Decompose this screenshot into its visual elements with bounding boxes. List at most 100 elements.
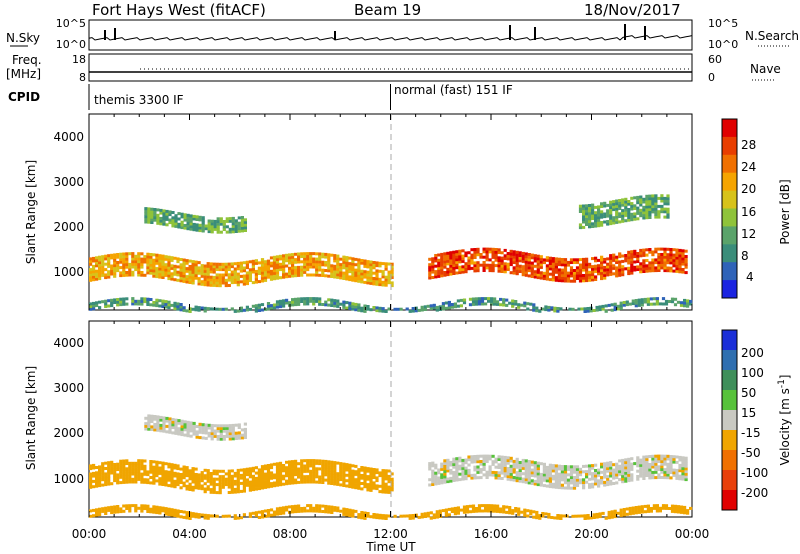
echo-cell xyxy=(251,477,255,481)
echo-cell xyxy=(470,455,474,459)
echo-cell xyxy=(515,479,519,483)
echo-cell xyxy=(221,475,225,479)
echo-cell xyxy=(578,266,583,270)
echo-cell xyxy=(194,276,198,280)
echo-cell xyxy=(491,255,495,259)
echo-cell xyxy=(156,418,160,422)
echo-cell xyxy=(527,261,531,264)
echo-cell xyxy=(342,255,346,259)
echo-cell xyxy=(203,476,207,480)
echo-cell xyxy=(530,267,534,270)
echo-cell xyxy=(176,302,180,306)
echo-cell xyxy=(143,297,147,301)
echo-cell xyxy=(300,268,304,272)
echo-cell xyxy=(625,300,629,304)
echo-cell xyxy=(515,258,519,262)
echo-cell xyxy=(242,277,246,281)
echo-cell xyxy=(155,474,159,478)
echo-cell xyxy=(150,417,154,421)
echo-cell xyxy=(303,268,307,272)
echo-cell xyxy=(321,473,325,476)
echo-cell xyxy=(535,306,539,310)
echo-cell xyxy=(197,269,201,273)
echo-cell xyxy=(499,303,503,307)
echo-cell xyxy=(333,301,337,305)
echo-cell xyxy=(440,260,444,264)
echo-cell xyxy=(357,271,361,275)
echo-cell xyxy=(461,268,465,271)
echo-cell xyxy=(545,272,549,276)
power-ytick-1000: 1000 xyxy=(53,265,84,279)
echo-cell xyxy=(104,475,108,479)
echo-cell xyxy=(269,513,274,517)
echo-cell xyxy=(464,461,468,465)
echo-cell xyxy=(538,516,542,520)
echo-cell xyxy=(600,215,604,219)
echo-cell xyxy=(582,276,586,280)
echo-cell xyxy=(128,472,132,476)
echo-cell xyxy=(245,282,249,286)
echo-cell xyxy=(627,460,631,464)
echo-cell xyxy=(215,276,219,280)
echo-cell xyxy=(167,303,171,307)
echo-cell xyxy=(615,218,619,222)
echo-cell xyxy=(285,301,289,305)
echo-cell xyxy=(266,469,271,473)
echo-cell xyxy=(566,465,571,469)
echo-cell xyxy=(461,477,465,481)
echo-cell xyxy=(297,297,301,301)
echo-cell xyxy=(291,507,295,511)
echo-cell xyxy=(110,463,114,467)
echo-cell xyxy=(578,470,583,474)
echo-cell xyxy=(449,256,453,260)
echo-cell xyxy=(191,281,195,285)
echo-cell xyxy=(333,463,337,467)
echo-cell xyxy=(458,255,462,258)
echo-cell xyxy=(300,509,304,513)
echo-cell xyxy=(239,489,243,493)
echo-cell xyxy=(207,426,211,430)
echo-cell xyxy=(414,306,418,310)
echo-cell xyxy=(260,515,265,519)
echo-cell xyxy=(594,471,598,475)
echo-cell xyxy=(164,512,168,516)
echo-cell xyxy=(639,262,643,266)
echo-cell xyxy=(128,270,132,274)
echo-cell xyxy=(467,463,471,467)
echo-cell xyxy=(384,488,388,491)
echo-cell xyxy=(654,250,658,254)
echo-cell xyxy=(357,266,361,270)
echo-cell xyxy=(563,276,568,280)
echo-cell xyxy=(363,309,367,313)
echo-cell xyxy=(333,474,337,478)
echo-cell xyxy=(275,470,280,474)
echo-cell xyxy=(642,477,646,480)
echo-cell xyxy=(646,297,650,301)
echo-cell xyxy=(621,472,625,476)
echo-cell xyxy=(660,204,664,208)
echo-cell xyxy=(327,510,331,514)
echo-cell xyxy=(582,215,586,219)
echo-cell xyxy=(131,467,135,471)
echo-cell xyxy=(282,509,286,512)
echo-cell xyxy=(354,273,358,277)
echo-cell xyxy=(125,478,129,481)
echo-cell xyxy=(509,478,513,482)
echo-cell xyxy=(384,477,388,481)
echo-cell xyxy=(547,515,551,519)
echo-cell xyxy=(594,267,598,271)
echo-cell xyxy=(309,506,313,510)
echo-cell xyxy=(615,210,619,214)
echo-cell xyxy=(557,472,561,476)
echo-cell xyxy=(345,513,349,517)
echo-cell xyxy=(170,468,174,472)
echo-cell xyxy=(257,479,261,482)
echo-cell xyxy=(648,266,652,270)
echo-cell xyxy=(312,299,316,303)
echo-cell xyxy=(345,256,349,260)
echo-cell xyxy=(263,268,268,272)
echo-cell xyxy=(539,483,543,487)
echo-cell xyxy=(624,463,628,467)
echo-cell xyxy=(485,266,489,270)
echo-cell xyxy=(143,300,147,304)
